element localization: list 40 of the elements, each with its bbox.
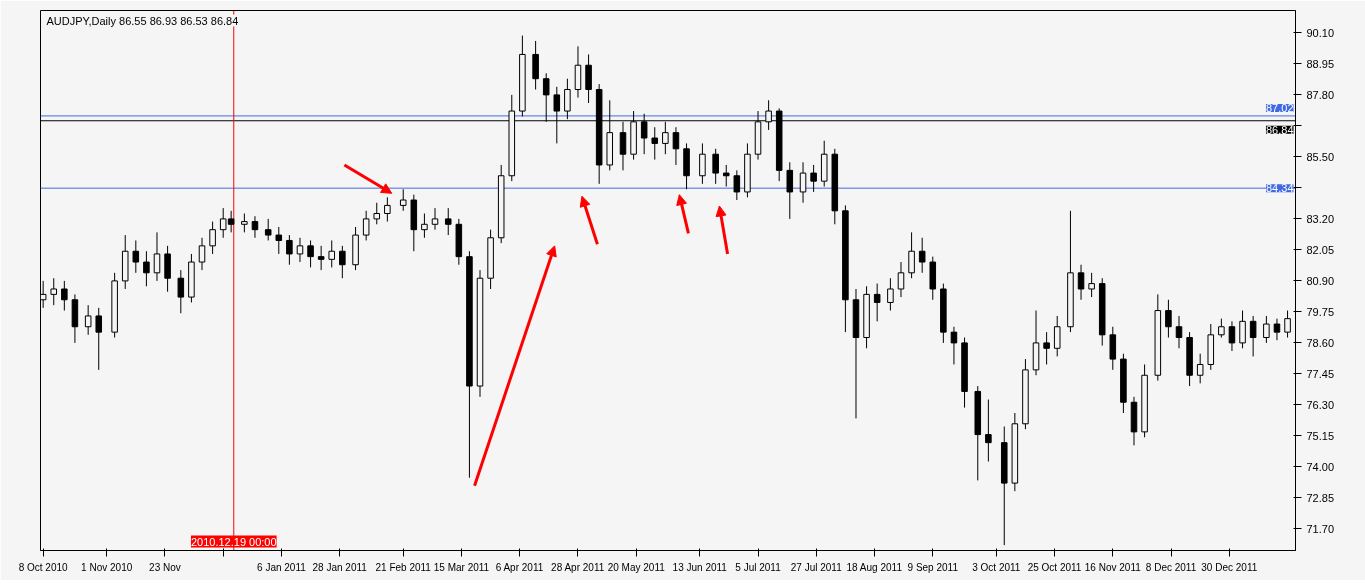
y-tick-label: 75.15 — [1306, 429, 1335, 442]
y-tick-label: 87.80 — [1306, 88, 1335, 101]
y-tick-label: 74.00 — [1306, 460, 1335, 473]
ref-line-label: 86.84 — [1265, 123, 1294, 136]
x-tick-label: 9 Sep 2011 — [907, 561, 959, 573]
y-tick-label: 90.10 — [1306, 26, 1335, 39]
x-tick-label: 30 Dec 2011 — [1201, 561, 1258, 573]
x-tick-label: 6 Apr 2011 — [495, 561, 544, 573]
chart-title: AUDJPY,Daily 86.55 86.93 86.53 86.84 — [46, 14, 239, 27]
x-tick-label: 6 Jan 2011 — [257, 561, 307, 573]
x-tick-label: 1 Nov 2010 — [81, 561, 133, 573]
x-tick-label: 25 Oct 2011 — [1027, 561, 1082, 573]
ref-line-label: 87.02 — [1265, 101, 1294, 114]
x-tick-label: 21 Feb 2011 — [375, 561, 432, 573]
y-tick-label: 71.70 — [1306, 522, 1335, 535]
x-tick-label: 27 Jul 2011 — [790, 561, 843, 573]
x-tick-label: 8 Dec 2011 — [1145, 561, 1197, 573]
x-tick-label: 3 Oct 2011 — [972, 561, 1021, 573]
x-tick-label: 15 Mar 2011 — [433, 561, 490, 573]
ref-line-label: 2010.12.19 00:00 — [190, 535, 277, 548]
y-tick-label: 78.60 — [1306, 336, 1335, 349]
x-tick-label: 28 Apr 2011 — [551, 561, 605, 573]
x-tick-label: 20 May 2011 — [607, 561, 666, 573]
x-tick-label: 23 Nov — [149, 561, 181, 573]
y-tick-label: 79.75 — [1306, 305, 1335, 318]
y-tick-label: 88.95 — [1306, 57, 1335, 70]
y-tick-label: 82.05 — [1306, 243, 1335, 256]
y-tick-label: 76.30 — [1306, 398, 1335, 411]
x-tick-label: 28 Jan 2011 — [312, 561, 368, 573]
y-tick-label: 80.90 — [1306, 274, 1335, 287]
x-tick-label: 13 Jun 2011 — [672, 561, 728, 573]
y-tick-label: 85.50 — [1306, 150, 1335, 163]
ref-line-label: 84.34 — [1265, 182, 1294, 195]
x-tick-label: 8 Oct 2010 — [18, 561, 69, 573]
y-tick-label: 77.45 — [1306, 367, 1335, 380]
y-tick-label: 72.85 — [1306, 491, 1335, 504]
x-tick-label: 5 Jul 2011 — [735, 561, 782, 573]
x-tick-label: 16 Nov 2011 — [1084, 561, 1142, 573]
x-tick-label: 18 Aug 2011 — [846, 561, 903, 573]
y-tick-label: 83.20 — [1306, 212, 1335, 225]
